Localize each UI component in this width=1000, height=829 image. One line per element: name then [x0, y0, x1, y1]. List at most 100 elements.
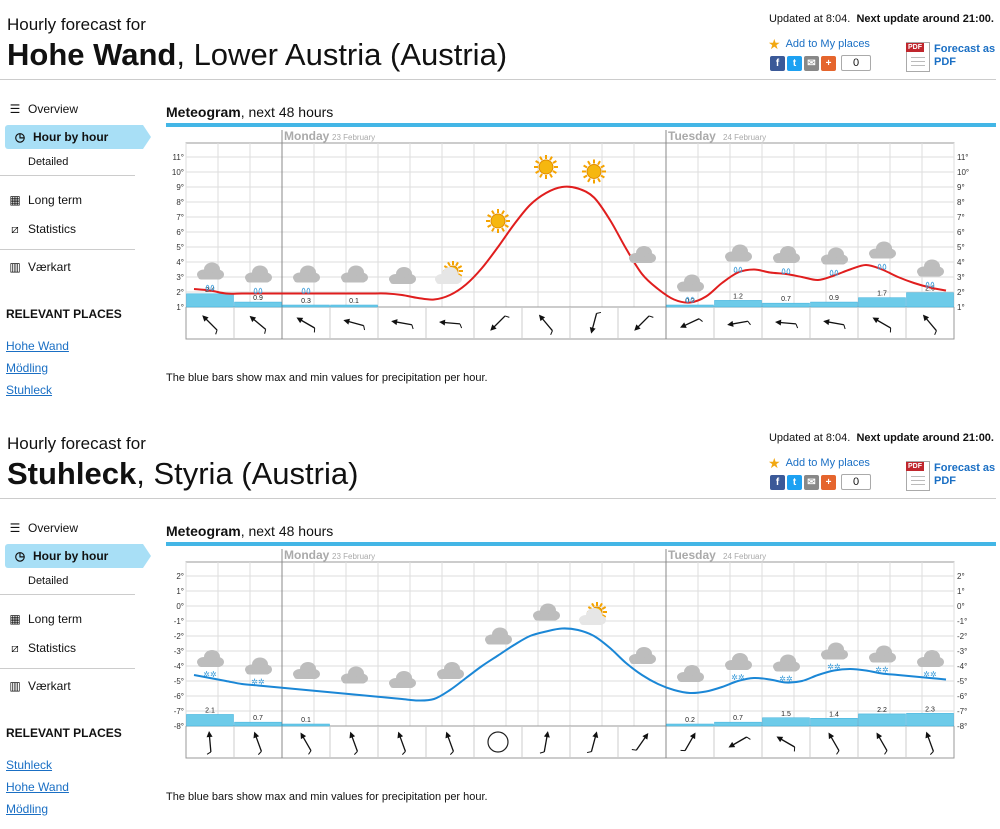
sun-disc [586, 164, 602, 179]
add-to-places-link[interactable]: ★ Add to My places [768, 456, 870, 470]
snow-flakes: ✲✲ [731, 673, 745, 682]
nav-statistics[interactable]: ⧄ Statistics [0, 637, 136, 659]
wind-arrow-head [296, 317, 304, 324]
y-tick-label-right: -4° [957, 662, 967, 671]
sun-ray [457, 265, 463, 269]
sun-ray [549, 173, 553, 178]
cloud-part [678, 285, 702, 292]
hour-tick-label: 16 [549, 763, 559, 764]
wind-arrow [253, 731, 263, 755]
hour-tick-label: 00 [293, 763, 303, 764]
hour-tick-label: 18 [581, 763, 591, 764]
y-tick-label-left: 5° [176, 243, 184, 252]
facebook-icon[interactable]: f [770, 474, 785, 490]
nav-hour-by-hour[interactable]: ◷ Hour by hour [5, 544, 151, 568]
relevant-place-link[interactable]: Mödling [6, 802, 49, 816]
list-icon: ☰ [9, 102, 21, 116]
pdf-badge: PDF [906, 43, 924, 52]
y-tick-label-right: 3° [957, 273, 965, 282]
nav-detailed[interactable]: Detailed [28, 575, 69, 587]
y-tick-label-right: -3° [957, 647, 967, 656]
day-name: Monday [284, 548, 330, 562]
snow-weather-icon: ✲✲ [821, 642, 848, 672]
facebook-icon[interactable]: f [770, 55, 785, 71]
wind-arrow-head [300, 732, 307, 740]
email-icon[interactable]: ✉ [804, 474, 819, 490]
clock-icon: ◷ [14, 549, 26, 563]
precipitation-bar [186, 714, 234, 727]
nav-detailed[interactable]: Detailed [28, 156, 69, 168]
plus-share-icon[interactable]: + [821, 55, 836, 71]
y-tick-label-left: 7° [176, 213, 184, 222]
nav-overview[interactable]: ☰ Overview [9, 102, 79, 116]
wind-arrow-barb [586, 751, 592, 754]
wind-arrow [439, 319, 463, 329]
relevant-place-link[interactable]: Hohe Wand [6, 339, 69, 353]
cloud-part [342, 677, 366, 684]
cloud-part [630, 257, 654, 263]
snow-weather-icon: ✲✲ [245, 657, 272, 687]
nav-statistics[interactable]: ⧄ Statistics [0, 218, 136, 240]
add-to-places-link[interactable]: ★ Add to My places [768, 37, 870, 51]
twitter-icon[interactable]: t [787, 474, 802, 490]
y-tick-label-right: 4° [957, 258, 965, 267]
cloud-part [726, 255, 750, 262]
wind-arrow [876, 732, 888, 755]
wind-arrow-barb [795, 323, 799, 329]
cloud-part [678, 676, 702, 682]
email-icon[interactable]: ✉ [804, 55, 819, 71]
precipitation-value: 0.2 [685, 717, 695, 724]
hour-tick-label: 10 [453, 344, 463, 345]
wind-arrow-head [775, 319, 782, 326]
precipitation-bar [282, 723, 330, 727]
y-tick-label-left: 4° [176, 258, 184, 267]
wind-arrow [300, 732, 312, 755]
sun-ray [487, 214, 492, 218]
nav-overview[interactable]: ☰ Overview [9, 521, 79, 535]
precipitation-bar [858, 297, 906, 308]
pdf-icon[interactable]: PDF [906, 42, 930, 72]
nav-long-term[interactable]: ▦ Long term [9, 193, 83, 207]
rain-weather-icon: ٥٥ [869, 241, 896, 272]
wind-arrow-head [397, 731, 404, 739]
relevant-place-link[interactable]: Stuhleck [6, 758, 53, 772]
hour-tick-label: 08 [805, 344, 815, 345]
hour-tick-label: 12 [869, 763, 879, 764]
hour-tick-label: 10 [837, 763, 847, 764]
snow-flakes: ✲✲ [203, 670, 217, 679]
plus-share-icon[interactable]: + [821, 474, 836, 490]
rain-drops: ٥٥ [301, 286, 311, 296]
rain-drops: ٥٥ [253, 286, 263, 296]
relevant-place-link[interactable]: Stuhleck [6, 383, 53, 397]
y-tick-label-left: -8° [174, 722, 184, 731]
pdf-icon[interactable]: PDF [906, 461, 930, 491]
wind-arrow-head [680, 322, 687, 328]
hour-tick-label: 20 [613, 763, 623, 764]
relevant-place-link[interactable]: Mödling [6, 361, 49, 375]
relevant-places-heading: RELEVANT PLACES [6, 726, 122, 740]
snow-flakes: ✲✲ [923, 670, 937, 679]
sun-weather-icon [486, 209, 510, 233]
forecast-pdf-link[interactable]: Forecast as PDF [934, 43, 996, 68]
wind-arrow [586, 731, 599, 754]
hour-tick-label: 14 [901, 763, 911, 764]
twitter-icon[interactable]: t [787, 55, 802, 71]
forecast-pdf-link[interactable]: Forecast as PDF [934, 462, 996, 487]
y-tick-label-left: 10° [172, 168, 184, 177]
wind-arrow-barb [264, 329, 267, 334]
nav-vaerkart[interactable]: ▥ Værkart [9, 679, 71, 693]
wind-arrow-barb [539, 751, 545, 754]
nav-hour-by-hour[interactable]: ◷ Hour by hour [5, 125, 151, 149]
wind-arrow [823, 319, 846, 330]
y-tick-label-left: 1° [176, 587, 184, 596]
nav-long-term[interactable]: ▦ Long term [9, 612, 83, 626]
share-count: 0 [841, 474, 871, 490]
sun-ray [552, 160, 557, 164]
hour-tick-label: 06 [773, 763, 783, 764]
relevant-place-link[interactable]: Hohe Wand [6, 780, 69, 794]
sun-disc [538, 159, 554, 175]
nav-vaerkart[interactable]: ▥ Værkart [9, 260, 71, 274]
wind-arrow-barb [929, 751, 934, 755]
hour-tick-label: 08 [421, 763, 431, 764]
rain-weather-icon: ٥٥ [917, 259, 944, 290]
